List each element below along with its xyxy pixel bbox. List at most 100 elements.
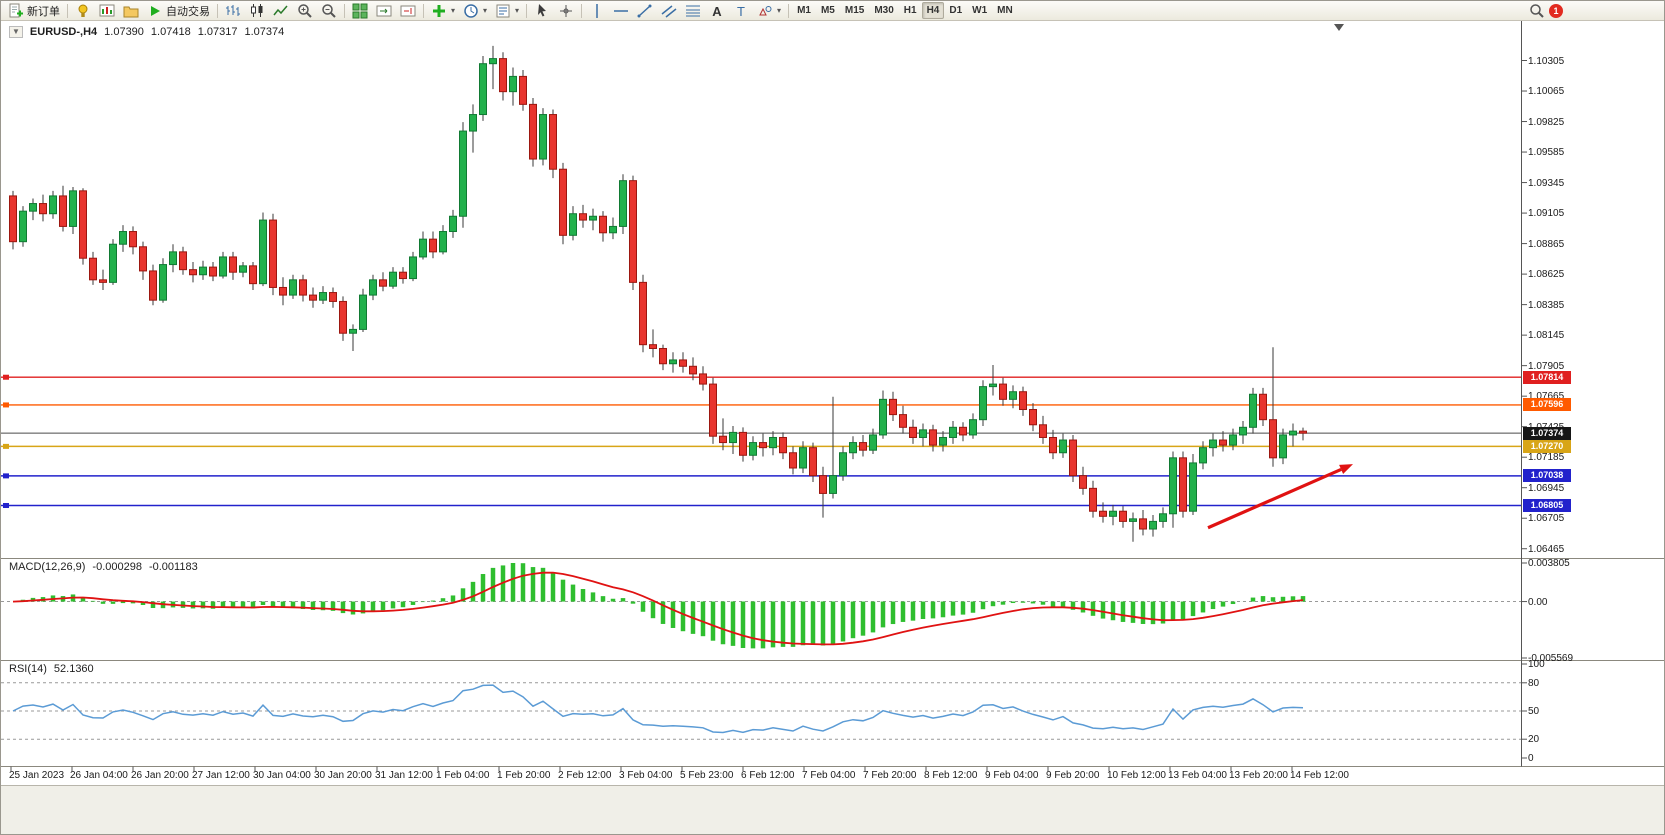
autotrading-button-label: 自动交易: [166, 5, 210, 18]
shapes-icon: [757, 3, 773, 19]
chart-shift-button[interactable]: [396, 1, 420, 21]
bar-chart-button[interactable]: [221, 1, 245, 21]
price-axis-label: 1.09825: [1528, 117, 1565, 128]
profiles-button[interactable]: [119, 1, 143, 21]
level-price-tag: 1.07596: [1523, 398, 1571, 411]
chart-canvas[interactable]: [1, 21, 1665, 835]
toolbar-separator: [581, 3, 583, 18]
rsi-axis-label: 20: [1528, 734, 1540, 745]
svg-text:A: A: [712, 4, 722, 19]
text-button[interactable]: A: [705, 1, 729, 21]
periods-icon: [463, 3, 479, 19]
line-chart-button[interactable]: [269, 1, 293, 21]
level-line-left-marker[interactable]: [3, 473, 9, 479]
timeframe-button-M30[interactable]: M30: [874, 5, 894, 16]
price-axis-label: 1.07185: [1528, 452, 1565, 463]
price-axis[interactable]: 1.10305 1.10065 1.09825 1.09585 1.09345 1.091…: [1522, 21, 1664, 785]
price-axis-label: 1.06705: [1528, 513, 1565, 524]
timeframe-button-MN[interactable]: MN: [997, 5, 1013, 16]
price-axis-label: 1.06465: [1528, 544, 1565, 555]
new-chart-button[interactable]: [95, 1, 119, 21]
level-price-tag: 1.07270: [1523, 440, 1571, 453]
dropdown-arrow-icon: ▾: [451, 6, 456, 15]
label-button[interactable]: T: [729, 1, 753, 21]
trendline-button[interactable]: [633, 1, 657, 21]
time-axis-label: 9 Feb 04:00: [985, 770, 1039, 781]
timeframe-button-H1[interactable]: H1: [903, 5, 917, 16]
chart-window[interactable]: ▼ EURUSD-,H4 1.07390 1.07418 1.07317 1.0…: [1, 21, 1665, 835]
macd-main-value: -0.000298: [92, 561, 142, 573]
time-axis-label: 14 Feb 12:00: [1290, 770, 1349, 781]
price-axis-label: 1.08145: [1528, 330, 1565, 341]
autotrading-icon: [147, 3, 163, 19]
time-axis-label: 10 Feb 12:00: [1107, 770, 1166, 781]
time-axis-label: 26 Jan 04:00: [70, 770, 128, 781]
auto-scroll-button[interactable]: [372, 1, 396, 21]
fibonacci-button[interactable]: [681, 1, 705, 21]
trend-arrow[interactable]: [1207, 464, 1353, 530]
timeframe-button-M5[interactable]: M5: [820, 5, 835, 16]
one-click-trading-toggle[interactable]: ▼: [9, 26, 23, 38]
bar-close-value: 1.07374: [244, 26, 285, 38]
rsi-axis-label: 50: [1528, 706, 1540, 717]
zoom-out-icon: [321, 3, 337, 19]
timeframe-button-H4[interactable]: H4: [921, 2, 945, 19]
channel-icon: [661, 3, 677, 19]
price-axis-label: 1.09105: [1528, 208, 1565, 219]
timeframe-button-W1[interactable]: W1: [972, 5, 988, 16]
level-line-left-marker[interactable]: [3, 443, 9, 449]
notifications-badge[interactable]: 1: [1549, 3, 1563, 18]
time-axis-label: 6 Feb 12:00: [741, 770, 795, 781]
macd-axis-label: -0.005569: [1528, 653, 1574, 664]
zoom-out-button[interactable]: [317, 1, 341, 21]
fibonacci-icon: [685, 3, 701, 19]
bar-high-value: 1.07418: [150, 26, 191, 38]
timeframe-button-D1[interactable]: D1: [949, 5, 963, 16]
level-line-left-marker[interactable]: [3, 402, 9, 408]
timeframe-button-M15[interactable]: M15: [844, 5, 865, 16]
price-axis-label: 1.08865: [1528, 239, 1565, 250]
hline-button[interactable]: [609, 1, 633, 21]
time-axis[interactable]: 25 Jan 2023 26 Jan 04:00 26 Jan 20:00 27 Ja…: [1, 767, 1522, 785]
price-axis-label: 1.10065: [1528, 86, 1565, 97]
level-line-left-marker[interactable]: [3, 503, 9, 509]
window-bottom-strip: [1, 785, 1664, 834]
text-icon: A: [709, 3, 725, 19]
vline-button[interactable]: [585, 1, 609, 21]
time-axis-label: 1 Feb 20:00: [497, 770, 551, 781]
level-line-left-marker[interactable]: [3, 374, 9, 380]
crosshair-button[interactable]: [554, 1, 578, 21]
toolbar-separator: [788, 3, 790, 18]
new-order-button[interactable]: 新订单: [4, 1, 64, 21]
chart-legend: ▼ EURUSD-,H4 1.07390 1.07418 1.07317 1.0…: [9, 26, 284, 38]
zoom-in-button[interactable]: [293, 1, 317, 21]
time-axis-label: 25 Jan 2023: [9, 770, 65, 781]
bar-open-value: 1.07390: [104, 26, 144, 38]
chart-shift-marker[interactable]: [1334, 24, 1344, 31]
channel-button[interactable]: [657, 1, 681, 21]
autotrading-button[interactable]: 自动交易: [143, 1, 214, 21]
toolbar-separator: [423, 3, 424, 18]
tile-windows-button[interactable]: [348, 1, 372, 21]
cursor-icon: [534, 3, 550, 19]
indicators-icon: [75, 3, 91, 19]
candle-chart-button[interactable]: [245, 1, 269, 21]
price-axis-label: 1.09585: [1528, 147, 1565, 158]
periods-button[interactable]: ▾: [459, 1, 491, 21]
level-price-tag: 1.07814: [1523, 371, 1571, 384]
new-order-icon: [8, 3, 24, 19]
level-price-tag: 1.07038: [1523, 469, 1571, 482]
shapes-button[interactable]: ▾: [753, 1, 785, 21]
timeframe-button-M1[interactable]: M1: [797, 5, 811, 16]
add-indicator-button[interactable]: ▾: [427, 1, 459, 21]
cursor-button[interactable]: [530, 1, 554, 21]
time-axis-label: 30 Jan 04:00: [253, 770, 311, 781]
indicators-button[interactable]: [71, 1, 95, 21]
search-button[interactable]: [1525, 1, 1549, 21]
templates-button[interactable]: ▾: [491, 1, 523, 21]
profiles-icon: [123, 3, 139, 19]
horizontal-level-lines: [1, 374, 1521, 509]
macd-signal-value: -0.001183: [148, 561, 198, 573]
time-axis-label: 8 Feb 12:00: [924, 770, 978, 781]
